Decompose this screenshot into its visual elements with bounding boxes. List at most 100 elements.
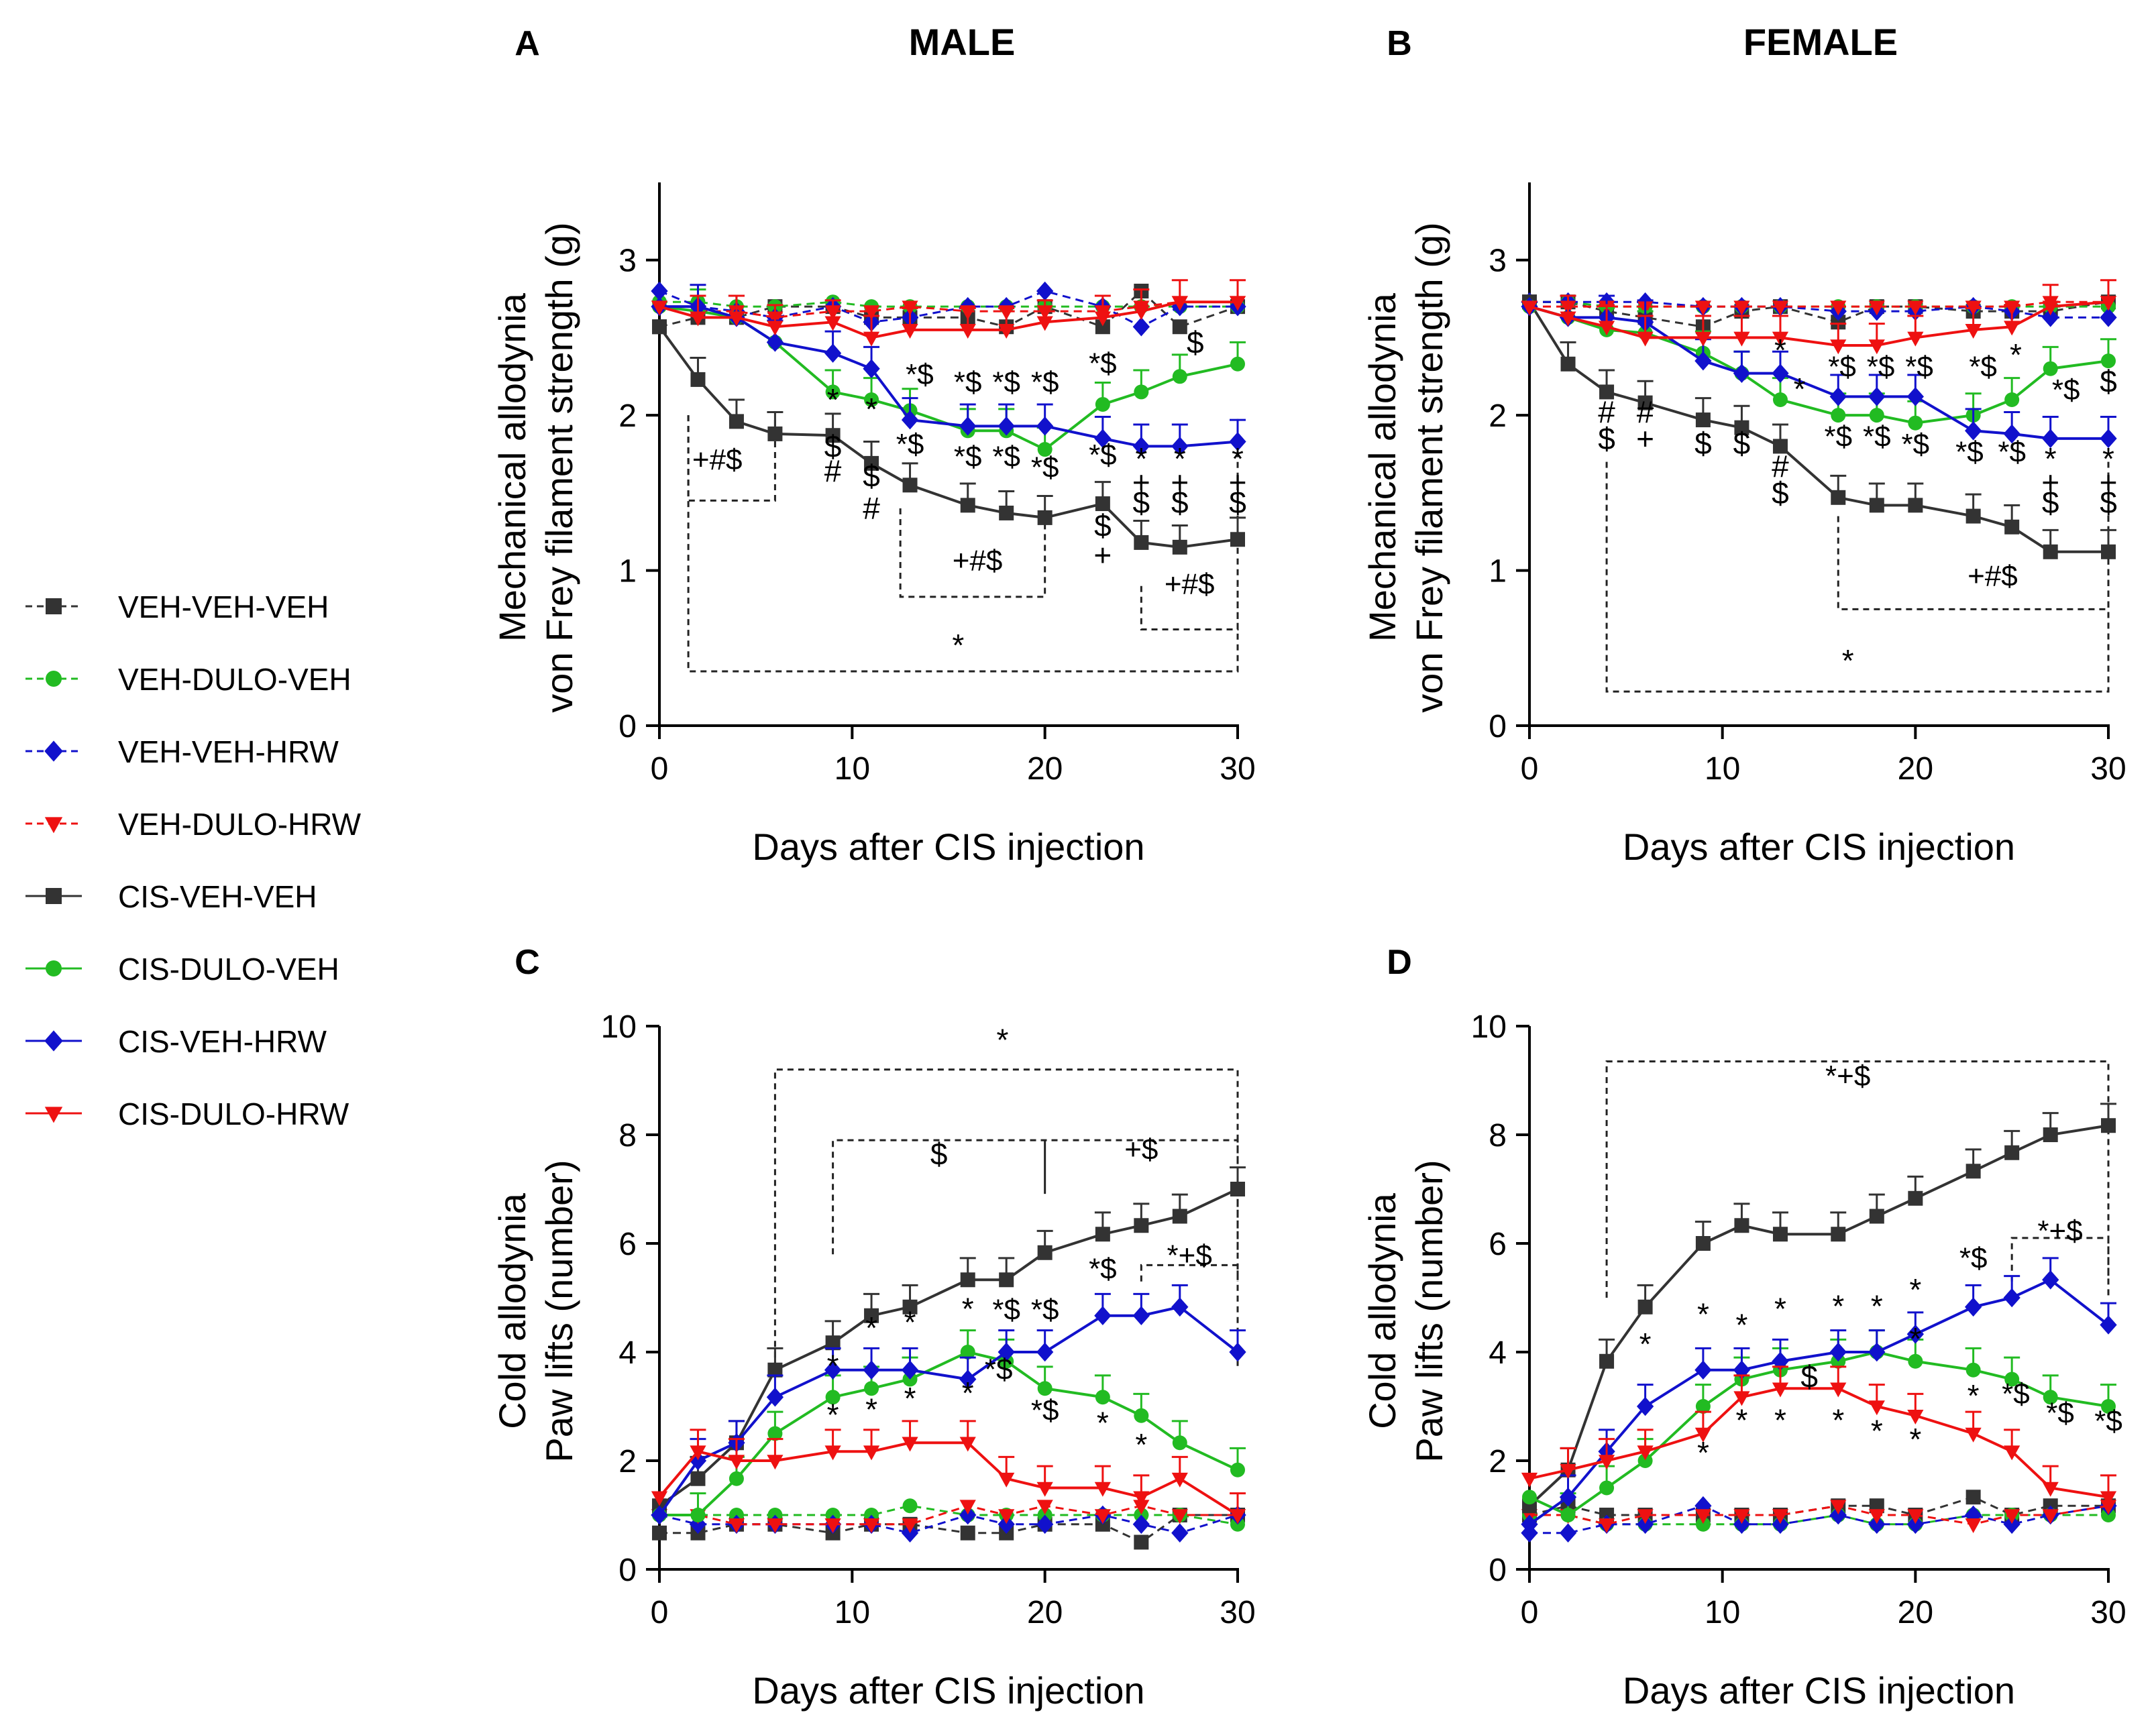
data-point-cis-dulo-veh [1908,1353,1923,1369]
data-point-veh-veh-hrw [998,1514,1015,1534]
x-tick-label-c: 0 [651,1595,669,1630]
x-tick-label-d: 0 [1521,1595,1539,1630]
data-point-cis-dulo-hrw [902,1437,918,1452]
x-axis-label-c: Days after CIS injection [752,1669,1144,1712]
data-point-cis-dulo-hrw [1521,300,1538,316]
data-point-cis-veh-veh [1908,1190,1923,1206]
data-point-cis-veh-veh [1695,412,1711,428]
x-tick-label-b: 20 [1898,751,1933,787]
significance-annotation-a: * [865,392,877,427]
data-point-cis-dulo-hrw [959,324,976,339]
significance-annotation-d: $ [1800,1359,1818,1394]
data-point-cis-veh-hrw [901,410,919,430]
data-point-cis-veh-hrw [766,1387,784,1407]
data-point-veh-veh-veh [1172,319,1187,335]
data-point-cis-veh-hrw [1733,1360,1751,1380]
data-point-cis-dulo-veh [825,1390,841,1405]
data-point-cis-dulo-veh [729,1471,744,1486]
legend-label-cis-dulo-veh: CIS-DULO-VEH [118,952,339,987]
series-line-veh-veh-hrw [1529,1504,2109,1534]
data-point-veh-dulo-hrw [2004,1509,2020,1524]
data-point-cis-dulo-veh [1172,1435,1187,1451]
significance-bracket-a [1140,585,1239,631]
significance-annotation-d: * [1832,1288,1844,1323]
significance-annotation-b: $ [2100,485,2117,520]
data-point-cis-veh-veh [1831,1227,1846,1242]
data-point-cis-dulo-hrw [1637,331,1654,347]
data-point-cis-veh-veh [2101,1118,2116,1133]
data-point-cis-dulo-hrw [959,1437,976,1452]
significance-annotation-b: $ [1733,426,1751,461]
panel-title-male: MALE [909,21,1016,63]
y-axis-label-a: von Frey filament strength (g) [538,222,580,712]
data-point-veh-veh-hrw [1132,317,1150,337]
significance-annotation-c: *$ [1031,1394,1059,1427]
data-point-veh-veh-hrw [959,1505,977,1525]
y-axis-label-b: von Frey filament strength (g) [1408,222,1450,712]
legend-item-cis-dulo-hrw: CIS-DULO-HRW [25,1097,349,1131]
data-point-veh-dulo-hrw [863,1518,880,1533]
significance-annotation-b: +#$ [1968,560,2018,593]
y-axis-label-b: Mechanical allodynia [1361,292,1403,642]
y-tick-label-c: 2 [618,1444,637,1479]
significance-annotation-d: * [1832,1402,1844,1437]
data-point-cis-veh-veh [2004,1145,2020,1160]
data-point-cis-dulo-hrw [1560,311,1576,327]
data-point-cis-veh-hrw [959,1369,977,1389]
y-tick-label-c: 4 [618,1335,637,1371]
data-point-cis-dulo-hrw [1772,1382,1789,1398]
series-cis-dulo-hrw-b [1521,279,2117,355]
data-point-veh-dulo-hrw [1868,1509,1885,1524]
significance-annotation-c: * [904,1305,916,1340]
significance-annotation-b: * [1842,643,1854,678]
legend-item-veh-veh-veh: VEH-VEH-VEH [25,590,329,624]
data-point-cis-dulo-hrw [1694,331,1711,347]
significance-annotation-a: $ [824,429,842,464]
significance-bracket-c [773,1068,1239,1369]
data-point-cis-veh-veh [729,414,744,429]
significance-annotation-d: * [1909,1422,1921,1457]
data-point-veh-veh-veh [960,1525,975,1541]
significance-bracket-a [687,415,776,502]
data-point-veh-dulo-hrw [767,1518,784,1533]
data-point-cis-dulo-hrw [651,300,668,316]
significance-bracket-d [1605,1060,2110,1298]
data-point-cis-dulo-hrw [728,1455,745,1470]
y-tick-label-c: 6 [618,1227,637,1262]
significance-annotation-c: * [997,1022,1009,1057]
data-point-cis-dulo-hrw [2004,321,2020,336]
significance-annotation-b: $ [1772,476,1789,510]
series-line-veh-dulo-veh [659,300,1238,308]
significance-annotation-d: *+$ [1825,1060,1870,1093]
data-point-cis-veh-hrw [1964,1297,1982,1317]
legend-marker-veh-veh-hrw [44,740,63,762]
data-point-cis-veh-hrw [1636,1396,1654,1416]
y-tick-label-b: 1 [1489,554,1507,590]
data-point-cis-veh-veh [1134,1218,1149,1233]
data-point-veh-veh-hrw [1829,1505,1847,1525]
legend-marker-cis-veh-hrw [44,1030,63,1052]
data-point-cis-dulo-hrw [863,1445,880,1461]
data-point-cis-dulo-hrw [1094,311,1111,327]
data-point-cis-veh-veh [1695,1236,1711,1251]
legend-item-cis-veh-veh: CIS-VEH-VEH [25,879,317,914]
significance-annotation-d: *$ [2046,1396,2074,1429]
significance-annotation-c: *$ [985,1353,1013,1386]
data-point-veh-dulo-hrw [1694,300,1711,316]
data-point-cis-veh-hrw [1829,1342,1847,1362]
data-point-cis-dulo-hrw [1907,1409,1924,1424]
significance-annotation-d: * [1774,1291,1786,1326]
data-point-cis-dulo-hrw [1229,1509,1246,1524]
data-point-cis-dulo-hrw [2100,1491,2117,1506]
data-point-cis-dulo-hrw [998,324,1015,339]
data-point-cis-veh-veh [1831,490,1846,505]
legend-label-veh-veh-hrw: VEH-VEH-HRW [118,734,339,769]
data-point-cis-dulo-hrw [767,321,784,336]
data-point-veh-dulo-hrw [1133,1500,1150,1515]
y-tick-label-d: 4 [1489,1335,1507,1371]
data-point-cis-veh-veh [1095,1227,1110,1242]
data-point-cis-dulo-hrw [1868,339,1885,355]
legend-label-cis-dulo-hrw: CIS-DULO-HRW [118,1097,349,1131]
legend-marker-cis-veh-veh [46,888,62,904]
